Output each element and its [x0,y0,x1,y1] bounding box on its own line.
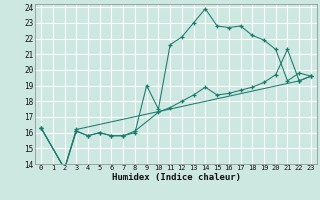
X-axis label: Humidex (Indice chaleur): Humidex (Indice chaleur) [111,173,241,182]
